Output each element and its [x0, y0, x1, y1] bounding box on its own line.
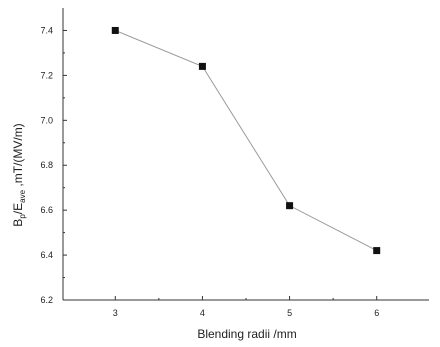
y-tick-label: 7.0	[40, 115, 53, 125]
y-axis-title-mid: /E	[11, 203, 25, 214]
data-point	[286, 202, 294, 210]
x-tick-label: 5	[287, 308, 292, 318]
y-tick-label: 7.4	[40, 25, 53, 35]
data-point	[198, 62, 206, 70]
data-point	[373, 247, 381, 255]
y-tick-label: 7.2	[40, 70, 53, 80]
series-line	[115, 29, 377, 252]
y-tick-label: 6.2	[40, 295, 53, 305]
y-axis-title-sub2: ave	[18, 189, 27, 202]
ticks: 6.2 6.4 6.6 6.8 7.0 7.2 7.4 3 4 5 6	[40, 25, 379, 318]
y-tick-label: 6.8	[40, 160, 53, 170]
y-tick-label: 6.4	[40, 250, 53, 260]
x-tick-label: 3	[113, 308, 118, 318]
axes	[62, 8, 429, 301]
data-point	[111, 26, 119, 34]
y-axis-title-tail: ,mT/(MV/m)	[11, 123, 25, 190]
series	[111, 26, 381, 255]
y-axis-title: Bp/Eave ,mT/(MV/m)	[11, 123, 27, 226]
y-tick-label: 6.6	[40, 205, 53, 215]
x-axis-title: Blending radii /mm	[197, 327, 296, 341]
x-tick-label: 6	[374, 308, 379, 318]
x-tick-label: 4	[200, 308, 205, 318]
y-axis-title-sub1: p	[18, 214, 27, 219]
y-axis-title-main: B	[11, 219, 25, 227]
